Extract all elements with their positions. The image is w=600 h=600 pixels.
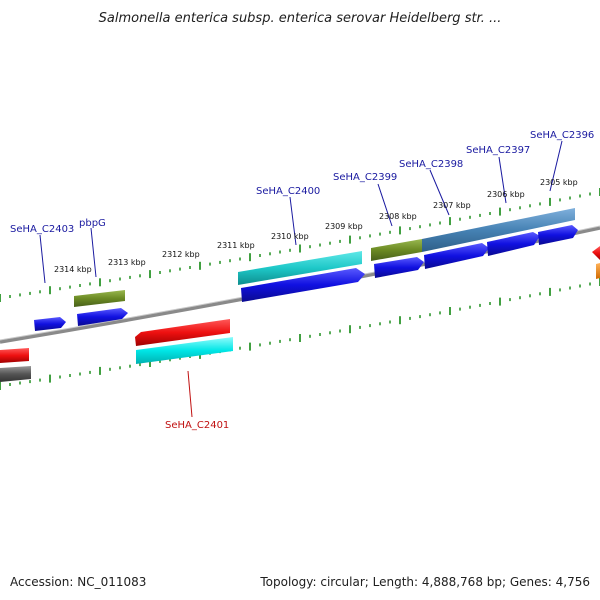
label-leaders [39, 140, 563, 418]
cds-arrow-sehac2401 [135, 319, 230, 346]
cds-arrow-edge-right [592, 246, 600, 260]
gene-label-sehac2403[interactable]: SeHA_C2403 [10, 224, 74, 235]
kbp-label-2309: 2309 kbp [325, 222, 363, 231]
cds-arrow-sehac2400 [241, 268, 365, 302]
cog-bar-pbpg [74, 290, 125, 307]
cog-bar-edge-left [0, 366, 31, 382]
kbp-label-2311: 2311 kbp [217, 241, 255, 250]
cds-arrow-pbpg [77, 308, 128, 326]
kbp-label-2305: 2305 kbp [540, 178, 578, 187]
leader-sehac2403 [39, 234, 46, 284]
cog-track-forward [74, 208, 575, 307]
cds-arrow-sehac2397 [487, 232, 540, 256]
kbp-label-2308: 2308 kbp [379, 212, 417, 221]
leader-sehac2399 [377, 183, 393, 227]
genome-summary-text: Topology: circular; Length: 4,888,768 bp… [259, 575, 590, 589]
gene-labels: SeHA_C2403 pbpG SeHA_C2400 SeHA_C2399 Se… [10, 130, 594, 431]
leader-sehac2398 [429, 169, 450, 216]
cog-bar-sehac2400 [238, 251, 362, 285]
cog-bar-edge-right [596, 263, 600, 279]
cds-track-forward [34, 225, 578, 331]
leader-sehac2401 [187, 370, 193, 418]
cds-arrow-sehac2403 [34, 317, 66, 331]
kbp-tick-labels: 2314 kbp 2313 kbp 2312 kbp 2311 kbp 2310… [54, 178, 578, 274]
gene-label-sehac2397[interactable]: SeHA_C2397 [466, 145, 530, 156]
gene-label-sehac2399[interactable]: SeHA_C2399 [333, 172, 397, 183]
kbp-label-2312: 2312 kbp [162, 250, 200, 259]
gene-label-sehac2400[interactable]: SeHA_C2400 [256, 186, 320, 197]
map-title: Salmonella enterica subsp. enterica sero… [99, 11, 502, 26]
cds-arrow-edge-left [0, 348, 29, 363]
cds-arrow-sehac2398 [424, 243, 489, 269]
kbp-label-2307: 2307 kbp [433, 201, 471, 210]
gene-label-sehac2396[interactable]: SeHA_C2396 [530, 130, 594, 141]
kbp-label-2313: 2313 kbp [108, 258, 146, 267]
gene-label-sehac2401[interactable]: SeHA_C2401 [165, 420, 229, 431]
leader-sehac2400 [289, 196, 297, 246]
kbp-label-2314: 2314 kbp [54, 265, 92, 274]
accession-text: Accession: NC_011083 [10, 575, 146, 589]
upper-tick-ruler [0, 188, 600, 302]
cds-track-reverse [0, 246, 600, 382]
lower-tick-ruler [0, 278, 600, 390]
cog-bar-sehac2401 [136, 337, 233, 364]
kbp-label-2306: 2306 kbp [487, 190, 525, 199]
gene-label-sehac2398[interactable]: SeHA_C2398 [399, 159, 463, 170]
cds-arrow-sehac2399 [374, 257, 424, 278]
cog-bar-sehac2398-2396 [422, 208, 575, 252]
gene-label-pbpg[interactable]: pbpG [79, 218, 106, 229]
leader-pbpg [90, 227, 97, 278]
kbp-label-2310: 2310 kbp [271, 232, 309, 241]
cog-bar-sehac2399 [371, 239, 422, 261]
leader-sehac2396 [549, 140, 563, 192]
leader-sehac2397 [498, 156, 507, 204]
cds-arrow-sehac2396 [538, 225, 578, 245]
